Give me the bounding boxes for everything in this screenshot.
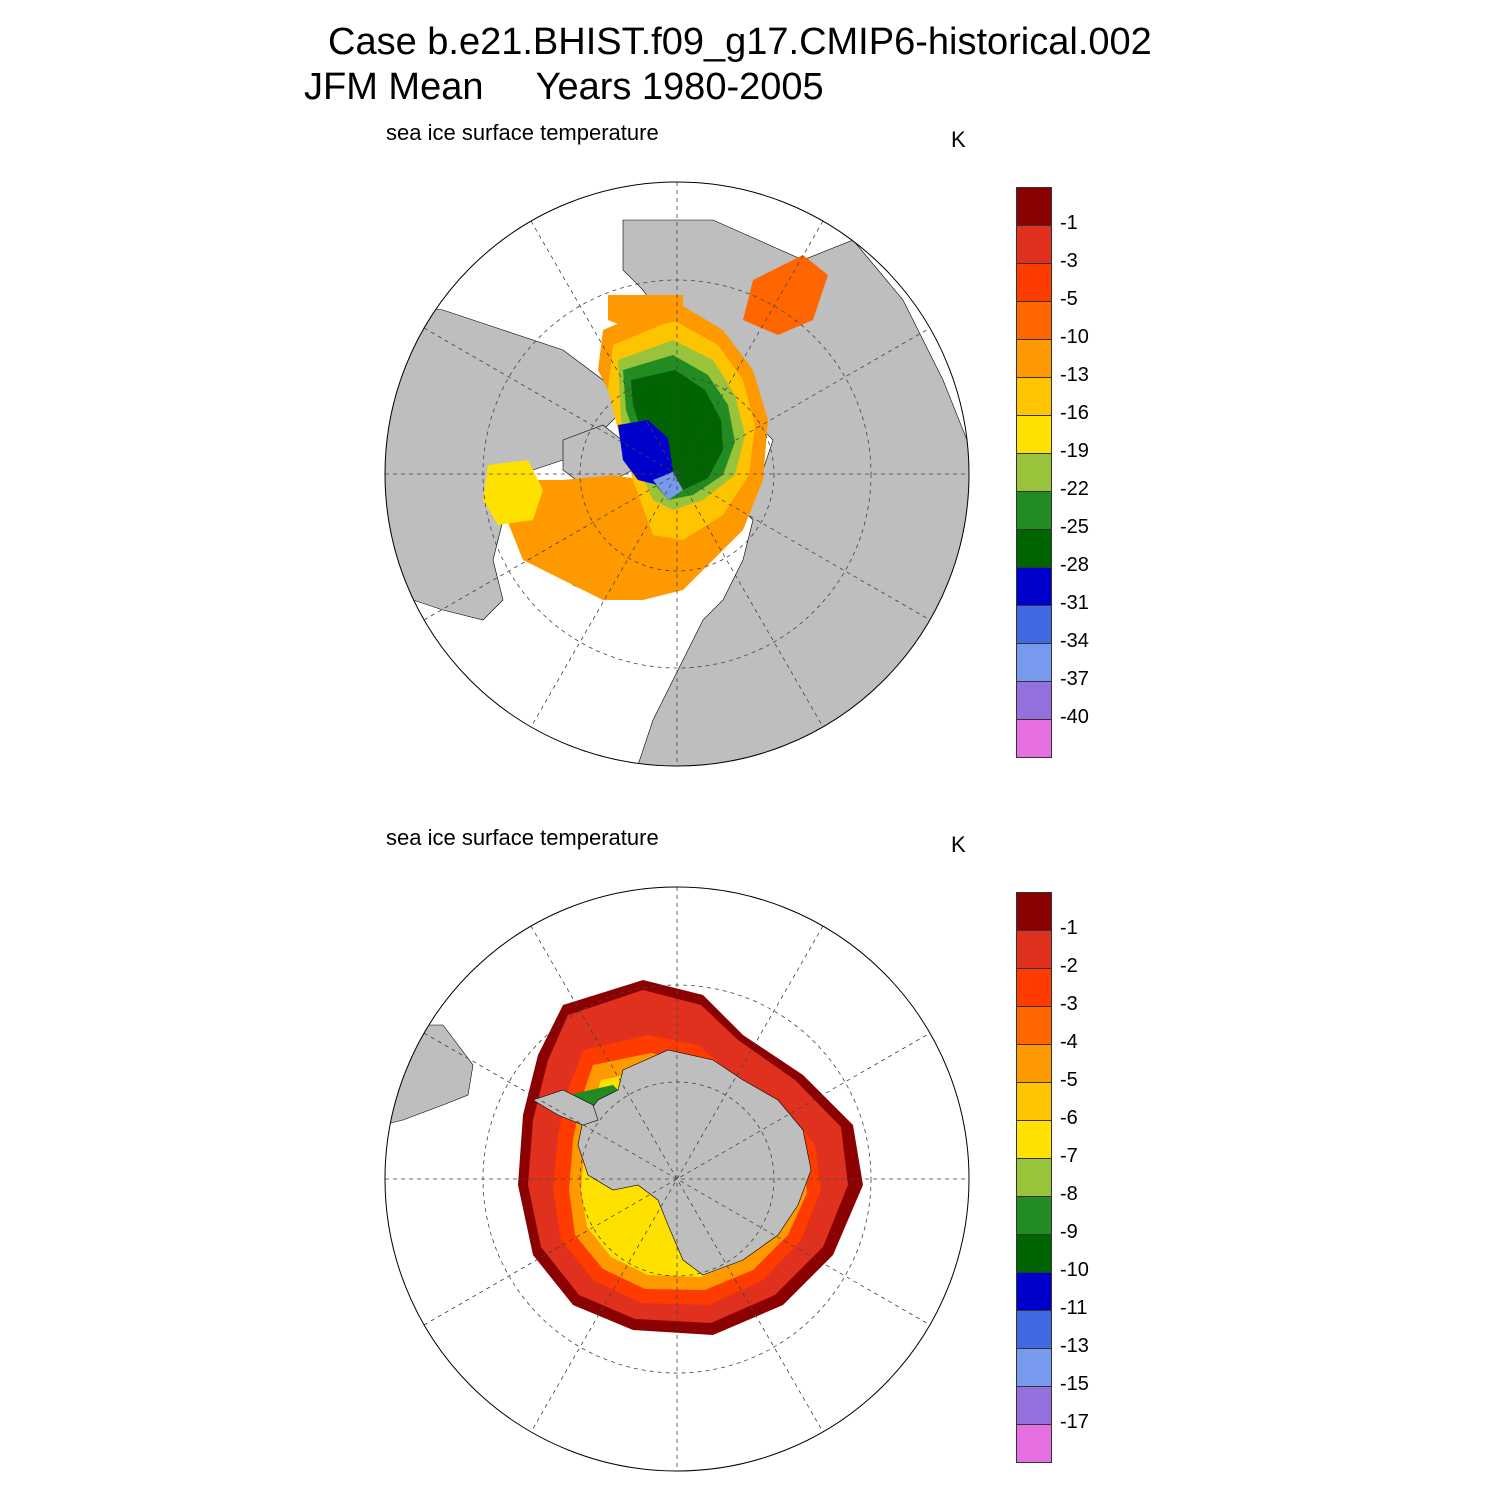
south-colorbar-swatch [1016, 1349, 1052, 1387]
south-colorbar-tick-label: -8 [1060, 1183, 1078, 1205]
south-colorbar-tick-label: -13 [1060, 1335, 1089, 1357]
south-colorbar-swatch [1016, 931, 1052, 969]
south-colorbar-swatch [1016, 1387, 1052, 1425]
south-colorbar-swatch [1016, 1083, 1052, 1121]
north-colorbar-swatch [1016, 226, 1052, 264]
south-colorbar-tick-label: -6 [1060, 1107, 1078, 1129]
north-colorbar-tick-label: -19 [1060, 440, 1089, 462]
north-colorbar-swatch [1016, 416, 1052, 454]
south-colorbar-tick-label: -4 [1060, 1031, 1078, 1053]
south-colorbar-swatch [1016, 1311, 1052, 1349]
north-colorbar-tick-label: -22 [1060, 478, 1089, 500]
arctic-ice-hudson [483, 460, 543, 525]
north-colorbar-tick-label: -1 [1060, 212, 1078, 234]
south-colorbar-tick-label: -17 [1060, 1411, 1089, 1433]
south-colorbar-tick-label: -3 [1060, 993, 1078, 1015]
north-colorbar-tick-label: -25 [1060, 516, 1089, 538]
north-colorbar-swatch [1016, 378, 1052, 416]
north-colorbar-swatch [1016, 644, 1052, 682]
north-colorbar-tick-label: -13 [1060, 364, 1089, 386]
antarctic-land-continent [577, 1049, 812, 1276]
north-colorbar-swatch [1016, 568, 1052, 606]
north-colorbar-tick-label: -37 [1060, 668, 1089, 690]
north-colorbar-tick-label: -3 [1060, 250, 1078, 272]
south-colorbar-tick-label: -2 [1060, 955, 1078, 977]
north-colorbar-swatch [1016, 340, 1052, 378]
arctic-land-archipelago [562, 424, 634, 486]
south-colorbar-swatch [1016, 1159, 1052, 1197]
south-colorbar-tick-label: -9 [1060, 1221, 1078, 1243]
south-colorbar-swatch [1016, 1045, 1052, 1083]
antarctic-colorbar [1016, 892, 1052, 1463]
arctic-ice-okhotsk [608, 295, 683, 330]
north-colorbar-swatch [1016, 682, 1052, 720]
figure-title-line1: Case b.e21.BHIST.f09_g17.CMIP6-historica… [328, 21, 1152, 63]
arctic-unit-label: K [951, 127, 966, 152]
south-colorbar-tick-label: -10 [1060, 1259, 1089, 1281]
north-colorbar-swatch [1016, 454, 1052, 492]
north-colorbar-swatch [1016, 720, 1052, 758]
antarctic-unit-label: K [951, 832, 966, 857]
south-colorbar-swatch [1016, 1121, 1052, 1159]
antarctic-polar-map [384, 886, 970, 1472]
arctic-panel-title: sea ice surface temperature [386, 120, 659, 145]
north-colorbar-tick-label: -10 [1060, 326, 1089, 348]
arctic-ice-light-blue [653, 472, 683, 500]
north-colorbar-swatch [1016, 530, 1052, 568]
south-colorbar-swatch [1016, 1273, 1052, 1311]
arctic-ice-bering [743, 255, 828, 335]
north-colorbar-swatch [1016, 264, 1052, 302]
south-colorbar-tick-label: -15 [1060, 1373, 1089, 1395]
south-colorbar-swatch [1016, 969, 1052, 1007]
north-colorbar-swatch [1016, 302, 1052, 340]
north-colorbar-swatch [1016, 187, 1052, 226]
arctic-panel: sea ice surface temperature K [0, 0, 1500, 767]
arctic-ice-blue [618, 420, 673, 485]
antarctic-panel-title: sea ice surface temperature [386, 825, 659, 850]
south-colorbar-swatch [1016, 1425, 1052, 1463]
south-colorbar-swatch [1016, 1197, 1052, 1235]
south-colorbar-tick-label: -7 [1060, 1145, 1078, 1167]
north-colorbar-tick-label: -31 [1060, 592, 1089, 614]
south-colorbar-swatch [1016, 1235, 1052, 1273]
antarctic-panel: sea ice surface temperature K [0, 705, 1500, 1472]
figure-title-line2: JFM Mean Years 1980-2005 [304, 66, 824, 108]
north-colorbar-tick-label: -34 [1060, 630, 1089, 652]
south-colorbar-swatch [1016, 892, 1052, 931]
north-colorbar-tick-label: -16 [1060, 402, 1089, 424]
south-colorbar-tick-label: -5 [1060, 1069, 1078, 1091]
north-colorbar-swatch [1016, 492, 1052, 530]
north-colorbar-tick-label: -40 [1060, 706, 1089, 728]
south-colorbar-swatch [1016, 1007, 1052, 1045]
south-colorbar-tick-label: -11 [1060, 1297, 1088, 1319]
north-colorbar-swatch [1016, 606, 1052, 644]
north-colorbar-tick-label: -28 [1060, 554, 1089, 576]
south-colorbar-tick-label: -1 [1060, 917, 1078, 939]
arctic-polar-map [384, 181, 970, 767]
north-colorbar-tick-label: -5 [1060, 288, 1078, 310]
arctic-colorbar [1016, 187, 1052, 758]
antarctic-land-peninsula [532, 1089, 599, 1126]
